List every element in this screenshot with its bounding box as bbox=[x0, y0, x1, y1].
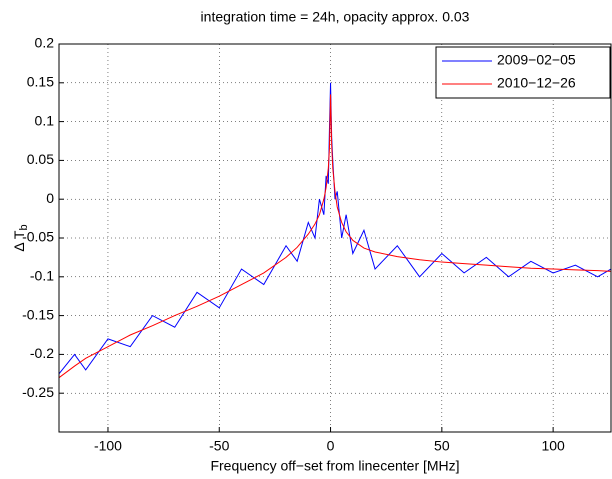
y-tick-label: -0.1 bbox=[30, 268, 54, 284]
y-tick-label: 0.15 bbox=[27, 74, 54, 90]
y-tick-label: -0.2 bbox=[30, 345, 54, 361]
data-line bbox=[58, 94, 612, 379]
y-axis-label-text: Δ T bbox=[11, 230, 27, 251]
axes-box bbox=[58, 43, 612, 433]
chart-title: integration time = 24h, opacity approx. … bbox=[201, 9, 470, 25]
y-tick-label: -0.25 bbox=[22, 384, 54, 400]
y-axis-label-subscript: b bbox=[18, 224, 30, 230]
data-line bbox=[58, 82, 612, 375]
x-tick-label: 100 bbox=[541, 438, 565, 454]
legend-box bbox=[435, 46, 611, 99]
y-tick-label: 0 bbox=[46, 190, 54, 206]
y-axis-label: Δ Tb bbox=[11, 224, 30, 251]
legend-label: 2009−02−05 bbox=[497, 52, 576, 68]
x-axis-label: Frequency off−set from linecenter [MHz] bbox=[210, 458, 459, 474]
x-tick-label: 50 bbox=[434, 438, 450, 454]
y-tick-label: 0.1 bbox=[35, 112, 55, 128]
x-tick-label: -100 bbox=[94, 438, 122, 454]
y-tick-label: -0.15 bbox=[22, 306, 54, 322]
x-tick-label: -50 bbox=[209, 438, 229, 454]
y-tick-label: 0.05 bbox=[27, 151, 54, 167]
y-tick-label: 0.2 bbox=[35, 35, 55, 51]
legend-label: 2010−12−26 bbox=[497, 75, 576, 91]
y-tick-label: -0.05 bbox=[22, 229, 54, 245]
x-tick-label: 0 bbox=[327, 438, 335, 454]
